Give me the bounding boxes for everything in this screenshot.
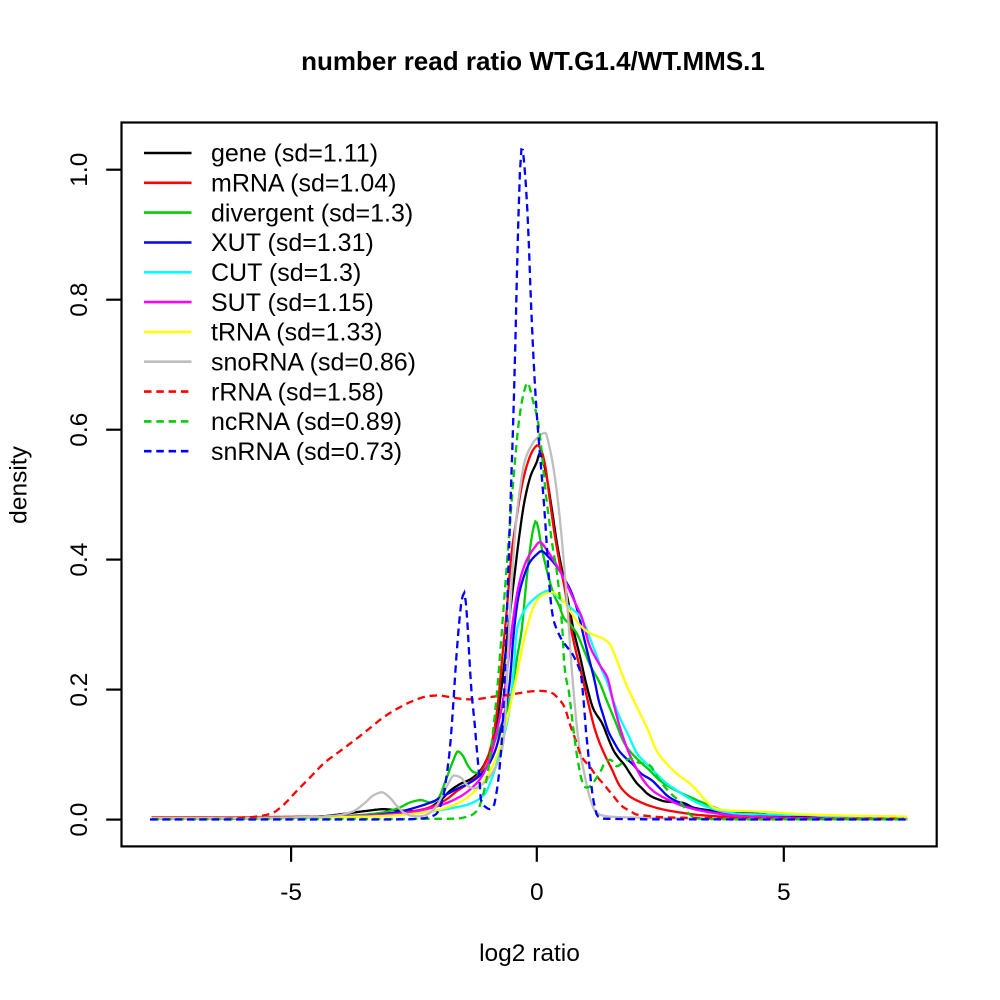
svg-text:5: 5	[777, 879, 791, 906]
svg-text:CUT (sd=1.3): CUT (sd=1.3)	[211, 259, 361, 287]
svg-text:number read ratio WT.G1.4/WT.M: number read ratio WT.G1.4/WT.MMS.1	[301, 46, 765, 76]
svg-text:gene (sd=1.11): gene (sd=1.11)	[211, 140, 378, 168]
svg-text:0.8: 0.8	[66, 283, 93, 317]
svg-text:mRNA (sd=1.04): mRNA (sd=1.04)	[211, 170, 397, 198]
svg-text:density: density	[6, 445, 33, 523]
svg-text:snRNA (sd=0.73): snRNA (sd=0.73)	[211, 438, 402, 466]
svg-text:0.4: 0.4	[66, 543, 93, 577]
svg-text:SUT (sd=1.15): SUT (sd=1.15)	[211, 289, 374, 317]
svg-text:0.2: 0.2	[66, 673, 93, 707]
svg-text:log2 ratio: log2 ratio	[479, 940, 580, 967]
svg-text:1.0: 1.0	[66, 153, 93, 187]
svg-text:divergent (sd=1.3): divergent (sd=1.3)	[211, 199, 413, 227]
svg-text:tRNA (sd=1.33): tRNA (sd=1.33)	[211, 319, 383, 347]
svg-text:XUT (sd=1.31): XUT (sd=1.31)	[211, 229, 374, 257]
svg-text:-5: -5	[280, 879, 302, 906]
svg-text:0.6: 0.6	[66, 413, 93, 447]
svg-text:0.0: 0.0	[66, 803, 93, 837]
svg-text:snoRNA (sd=0.86): snoRNA (sd=0.86)	[211, 348, 416, 376]
svg-text:ncRNA (sd=0.89): ncRNA (sd=0.89)	[211, 408, 402, 436]
svg-text:0: 0	[530, 879, 544, 906]
svg-text:rRNA (sd=1.58): rRNA (sd=1.58)	[211, 378, 384, 406]
